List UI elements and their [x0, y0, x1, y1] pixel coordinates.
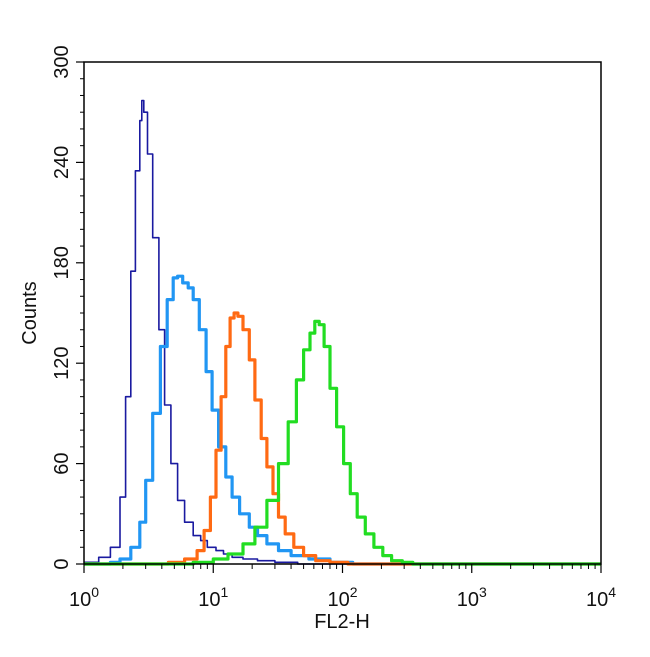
series-line-3: [84, 319, 601, 566]
plot-frame: [83, 61, 602, 565]
x-tick-label: 103: [457, 584, 487, 611]
x-tick-label: 100: [69, 584, 99, 611]
y-tick-label: 120: [51, 347, 73, 380]
series-line-0: [84, 99, 601, 565]
x-tick-label: 104: [586, 584, 616, 611]
y-axis-title: Counts: [19, 281, 41, 344]
tick-layer: 0 60 120 180 240 300 100 101 102 103 104: [51, 45, 616, 611]
y-tick-label: 180: [51, 246, 73, 279]
y-tick-label: 0: [51, 558, 73, 569]
series-line-2: [84, 311, 601, 566]
y-tick-label: 240: [51, 146, 73, 179]
y-tick-label: 300: [51, 45, 73, 78]
x-tick-label: 101: [198, 584, 228, 611]
x-tick-label: 102: [327, 584, 357, 611]
series-line-1: [84, 274, 601, 566]
x-axis-title: FL2-H: [314, 611, 370, 633]
series-layer: [84, 99, 601, 566]
y-tick-label: 60: [51, 452, 73, 474]
